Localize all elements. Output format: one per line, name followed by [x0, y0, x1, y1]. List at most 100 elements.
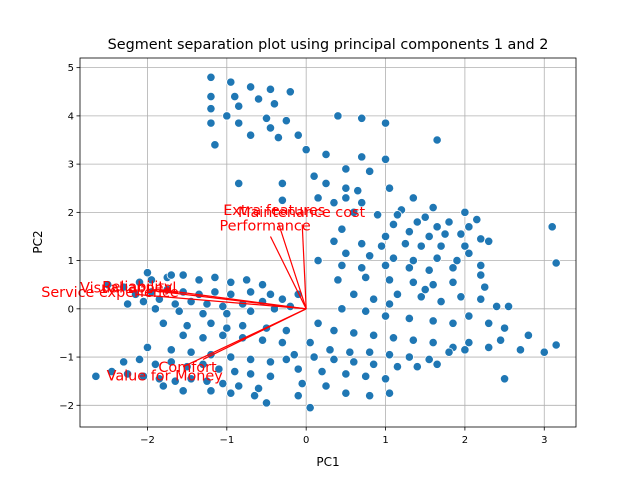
- data-point: [416, 241, 426, 251]
- data-point: [293, 364, 303, 374]
- loading-label: Reliability: [102, 280, 173, 296]
- data-point: [388, 253, 399, 263]
- data-point: [484, 342, 494, 353]
- data-point: [198, 359, 208, 369]
- data-point: [460, 207, 470, 217]
- data-point: [174, 306, 184, 316]
- data-point: [547, 222, 557, 232]
- data-point: [369, 294, 379, 304]
- data-point: [238, 321, 248, 331]
- data-point: [226, 77, 236, 87]
- data-point: [107, 366, 117, 377]
- data-point: [349, 289, 359, 299]
- data-point: [365, 347, 375, 357]
- data-point: [380, 374, 391, 384]
- data-point: [361, 371, 371, 381]
- data-point: [206, 72, 216, 82]
- data-point: [337, 224, 347, 234]
- data-point: [432, 135, 442, 145]
- data-point: [186, 347, 196, 357]
- data-point: [333, 111, 343, 121]
- data-point: [253, 383, 264, 394]
- data-point: [432, 222, 442, 232]
- loading-arrow: [182, 308, 307, 368]
- data-point: [281, 354, 291, 365]
- data-point: [357, 152, 367, 162]
- plot-area: [80, 58, 576, 427]
- data-point: [499, 323, 510, 333]
- loading-label: Extra features: [223, 203, 325, 219]
- data-point: [234, 381, 244, 391]
- data-point: [365, 251, 375, 261]
- loading-label: Visual appeal: [80, 281, 176, 297]
- data-point: [273, 132, 283, 143]
- data-point: [408, 193, 418, 203]
- data-point: [182, 362, 192, 372]
- data-point: [198, 309, 208, 319]
- data-point: [388, 333, 399, 343]
- data-point: [321, 381, 331, 391]
- data-point: [226, 277, 236, 287]
- plot-frame: [79, 57, 577, 428]
- data-point: [349, 328, 359, 338]
- data-point: [265, 371, 276, 381]
- data-point: [452, 255, 462, 266]
- data-point: [384, 350, 395, 360]
- data-point: [246, 287, 256, 297]
- data-point: [420, 284, 430, 295]
- data-point: [412, 362, 422, 372]
- data-point: [313, 255, 323, 266]
- data-point: [119, 357, 129, 367]
- data-point: [277, 294, 287, 304]
- data-point: [341, 248, 351, 258]
- data-point: [206, 386, 216, 396]
- data-point: [440, 229, 450, 239]
- data-point: [456, 292, 466, 302]
- data-point: [404, 227, 414, 237]
- data-point: [384, 183, 395, 193]
- data-point: [321, 149, 331, 160]
- data-point: [301, 145, 311, 155]
- data-point: [345, 347, 355, 357]
- data-point: [388, 219, 399, 230]
- x-axis-label: PC1: [316, 455, 339, 469]
- data-point: [357, 263, 367, 273]
- data-point: [476, 234, 486, 244]
- data-point: [186, 374, 196, 384]
- y-axis-label: PC2: [31, 230, 45, 253]
- data-point: [460, 345, 470, 355]
- x-tick-label: 2: [462, 435, 468, 446]
- data-point: [230, 366, 240, 377]
- loading-arrows: [135, 222, 307, 368]
- data-point: [289, 350, 299, 360]
- data-point: [150, 304, 160, 314]
- data-point: [154, 374, 164, 384]
- data-point: [484, 236, 494, 246]
- data-point: [246, 82, 256, 92]
- data-point: [158, 381, 168, 391]
- data-point: [380, 118, 391, 128]
- data-point: [265, 123, 276, 133]
- data-point: [349, 357, 359, 367]
- data-point: [361, 272, 371, 283]
- data-point: [166, 357, 176, 367]
- data-point: [309, 352, 319, 362]
- data-point: [424, 231, 434, 242]
- data-point: [424, 354, 434, 365]
- data-point: [523, 330, 533, 340]
- data-point: [277, 337, 287, 348]
- data-point: [281, 116, 291, 126]
- data-point: [222, 309, 232, 319]
- data-point: [91, 371, 101, 381]
- data-point: [361, 306, 371, 316]
- data-point: [206, 318, 216, 328]
- data-point: [178, 270, 188, 280]
- data-point: [198, 333, 208, 343]
- data-point: [123, 369, 133, 379]
- data-point: [392, 362, 403, 372]
- x-tick-label: −2: [140, 435, 155, 446]
- data-point: [337, 304, 347, 314]
- data-point: [325, 345, 335, 355]
